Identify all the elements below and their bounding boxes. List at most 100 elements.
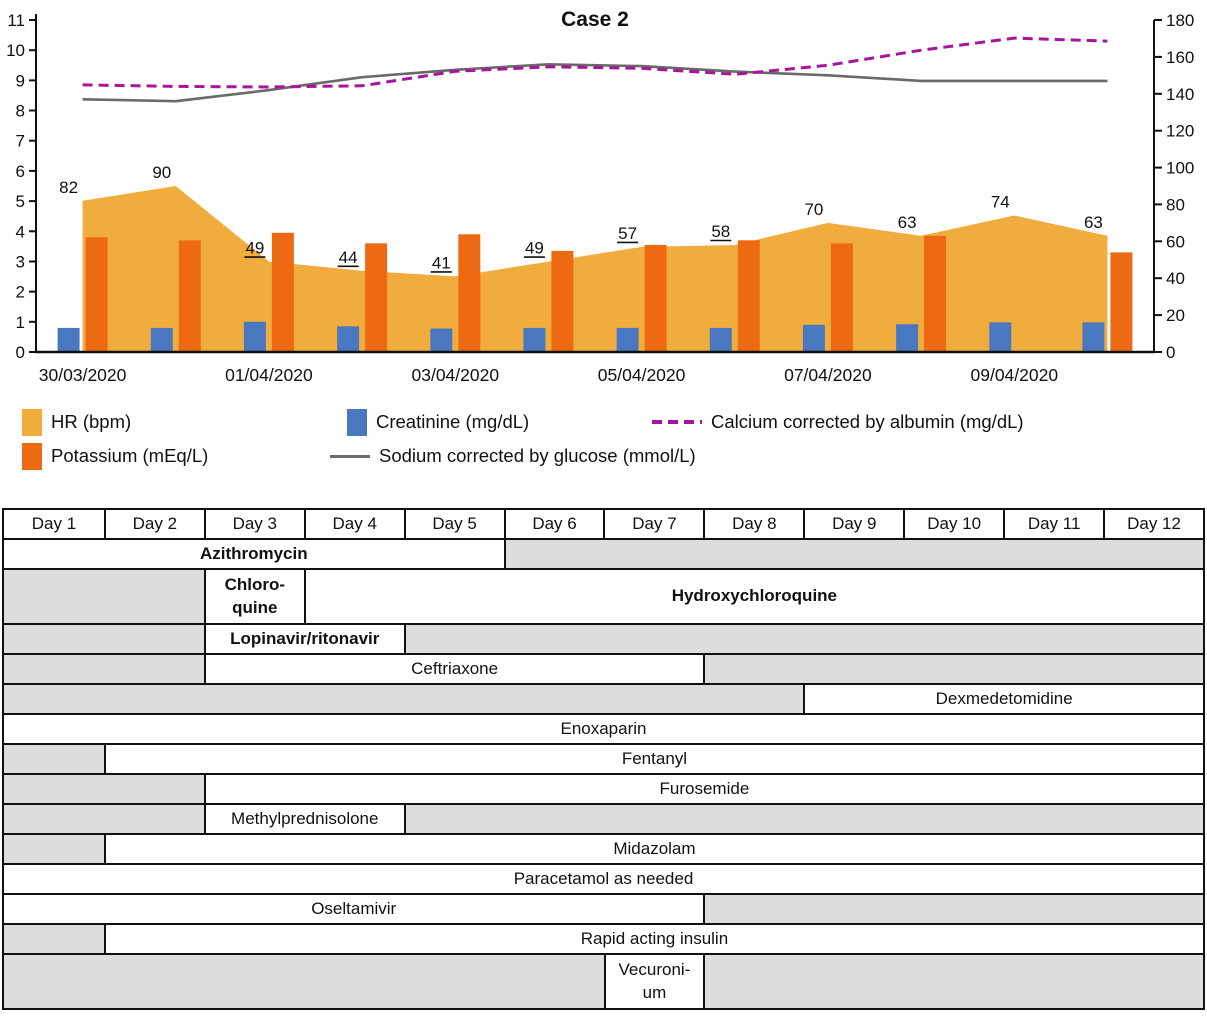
potassium-bar bbox=[737, 240, 760, 352]
hr-value-label: 82 bbox=[59, 178, 78, 197]
left-axis-tick-label: 0 bbox=[16, 343, 25, 362]
date-label: 07/04/2020 bbox=[784, 365, 872, 385]
left-axis-tick-label: 7 bbox=[16, 132, 25, 151]
date-label: 01/04/2020 bbox=[225, 365, 313, 385]
hr-value-label: 57 bbox=[618, 224, 637, 243]
medication-row: Methylprednisolone bbox=[4, 803, 1203, 833]
hr-value-label: 49 bbox=[525, 239, 544, 258]
right-axis-tick-label: 0 bbox=[1166, 343, 1175, 362]
day-header: Day 4 bbox=[303, 510, 404, 538]
potassium-bar bbox=[830, 243, 853, 352]
medication-row: Dexmedetomidine bbox=[4, 683, 1203, 713]
legend-item-potassium: Potassium (mEq/L) bbox=[22, 442, 208, 470]
hr-value-label: 49 bbox=[245, 239, 264, 258]
creatinine-bar bbox=[709, 327, 732, 352]
medication-row: Chloro- quine Hydroxychloroquine bbox=[4, 568, 1203, 623]
left-axis-tick-label: 10 bbox=[6, 41, 25, 60]
calcium-line bbox=[82, 36, 1108, 89]
day-header: Day 8 bbox=[703, 510, 803, 538]
date-label: 30/03/2020 bbox=[39, 365, 127, 385]
day-header: Day 6 bbox=[503, 510, 604, 538]
creatinine-bar-swatch bbox=[347, 408, 367, 436]
right-axis-tick-label: 140 bbox=[1166, 85, 1194, 104]
hr-value-label: 44 bbox=[339, 248, 358, 267]
hr-value-label: 41 bbox=[432, 253, 451, 272]
chart-legend: HR (bpm) Creatinine (mg/dL) Calcium corr… bbox=[0, 396, 1207, 502]
timeline-gap bbox=[703, 895, 1203, 923]
potassium-bar bbox=[1110, 252, 1133, 352]
creatinine-bar bbox=[57, 327, 80, 352]
medication-cell-hydroxychloroquine: Hydroxychloroquine bbox=[303, 570, 1203, 623]
potassium-bar bbox=[458, 234, 481, 352]
potassium-bar bbox=[551, 250, 574, 352]
date-label: 09/04/2020 bbox=[971, 365, 1059, 385]
creatinine-bar bbox=[523, 327, 546, 352]
timeline-gap bbox=[403, 805, 1203, 833]
vitals-labs-combo-chart: 0 1 2 3 4 5 6 7 8 9 10 11 0 20 40 60 80 100 120 140 160 180 30… bbox=[6, 11, 1194, 385]
day-header: Day 2 bbox=[103, 510, 204, 538]
medication-cell-enoxaparin: Enoxaparin bbox=[560, 718, 647, 738]
calcium-dashed-line-swatch bbox=[652, 420, 702, 424]
medication-cell-chloro-quine: Chloro- quine bbox=[203, 570, 304, 623]
sodium-line-swatch bbox=[330, 454, 370, 458]
table-header-row: Day 1 Day 2 Day 3 Day 4 Day 5 Day 6 Day 7 Day 8… bbox=[4, 510, 1203, 538]
hr-area-swatch bbox=[22, 408, 42, 436]
right-axis-tick-label: 100 bbox=[1166, 159, 1194, 178]
medication-row: Furosemide bbox=[4, 773, 1203, 803]
left-axis-tick-label: 5 bbox=[16, 192, 25, 211]
hr-value-label: 90 bbox=[152, 163, 171, 182]
medication-cell-lopinavir-ritonavir: Lopinavir/ritonavir bbox=[203, 625, 404, 653]
potassium-bar bbox=[85, 237, 108, 352]
day-header: Day 1 bbox=[31, 513, 77, 533]
timeline-gap bbox=[703, 655, 1203, 683]
creatinine-bar bbox=[989, 322, 1012, 352]
timeline-gap bbox=[703, 955, 1203, 1008]
potassium-bar-swatch bbox=[22, 442, 42, 470]
hr-value-label: 58 bbox=[711, 222, 730, 241]
right-axis-tick-label: 20 bbox=[1166, 306, 1185, 325]
potassium-bar bbox=[924, 235, 947, 352]
day-header: Day 10 bbox=[903, 510, 1003, 538]
medication-row: Ceftriaxone bbox=[4, 653, 1203, 683]
medication-cell-vecuroni-um: Vecuroni- um bbox=[603, 955, 704, 1008]
potassium-bar bbox=[271, 232, 294, 352]
medication-row: Rapid acting insulin bbox=[4, 923, 1203, 953]
hr-value-label: 74 bbox=[991, 193, 1010, 212]
left-axis-tick-label: 1 bbox=[16, 313, 25, 332]
creatinine-bar bbox=[896, 324, 919, 352]
potassium-bar bbox=[644, 244, 667, 352]
creatinine-bar bbox=[802, 324, 825, 352]
medication-cell-paracetamol-as-needed: Paracetamol as needed bbox=[513, 868, 694, 888]
legend-label-creatinine: Creatinine (mg/dL) bbox=[376, 411, 530, 432]
left-axis-tick-label: 9 bbox=[16, 71, 25, 90]
hr-value-label: 63 bbox=[1084, 213, 1103, 232]
legend-label-sodium: Sodium corrected by glucose (mmol/L) bbox=[379, 445, 696, 466]
creatinine-bar bbox=[243, 321, 266, 352]
left-axis-tick-label: 8 bbox=[16, 102, 25, 121]
timeline-gap bbox=[4, 805, 204, 833]
medication-row: Oseltamivir bbox=[4, 893, 1203, 923]
left-axis-tick-label: 6 bbox=[16, 162, 25, 181]
timeline-gap bbox=[403, 625, 1203, 653]
creatinine-bar bbox=[430, 328, 453, 352]
day-header: Day 12 bbox=[1103, 510, 1203, 538]
medication-cell-furosemide: Furosemide bbox=[203, 775, 1203, 803]
right-axis-tick-label: 40 bbox=[1166, 269, 1185, 288]
medication-cell-azithromycin: Azithromycin bbox=[199, 543, 308, 563]
timeline-gap bbox=[4, 625, 204, 653]
timeline-gap bbox=[4, 570, 204, 623]
medication-row: Azithromycin bbox=[4, 538, 1203, 568]
right-axis-tick-label: 120 bbox=[1166, 122, 1194, 141]
medication-row: Paracetamol as needed bbox=[4, 863, 1203, 893]
legend-item-sodium: Sodium corrected by glucose (mmol/L) bbox=[330, 442, 696, 470]
right-axis-tick-label: 60 bbox=[1166, 232, 1185, 251]
creatinine-bar bbox=[337, 326, 360, 352]
timeline-gap bbox=[4, 955, 604, 1008]
right-axis-tick-label: 160 bbox=[1166, 48, 1194, 67]
hr-area bbox=[82, 186, 1108, 352]
sodium-line bbox=[82, 62, 1108, 103]
day-header: Day 3 bbox=[203, 510, 304, 538]
medication-cell-rapid-acting-insulin: Rapid acting insulin bbox=[103, 925, 1203, 953]
medication-row: Vecuroni- um bbox=[4, 953, 1203, 1008]
